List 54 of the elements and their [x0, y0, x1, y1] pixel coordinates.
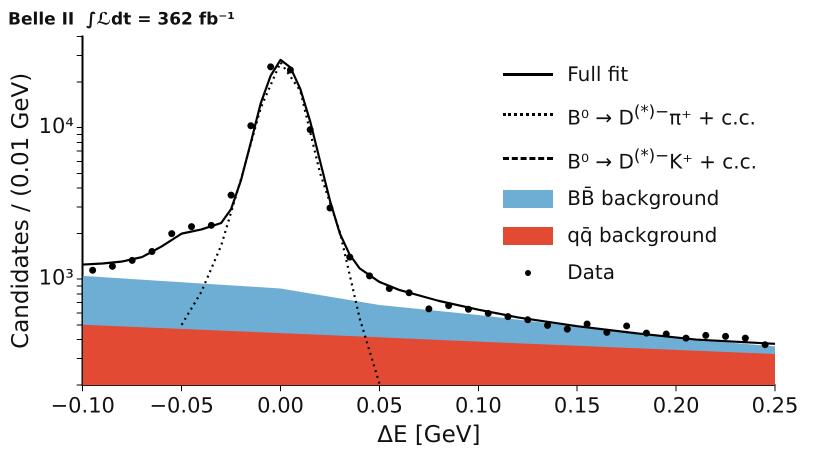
- point: [326, 204, 334, 212]
- point: [128, 256, 136, 264]
- point: [762, 341, 769, 348]
- x-tick-label: 0.00: [257, 393, 304, 418]
- x-tick-label: −0.05: [149, 393, 214, 418]
- point: [464, 306, 472, 313]
- legend-label: qq̄ background: [567, 222, 718, 250]
- point: [702, 332, 710, 339]
- legend-label: Data: [567, 259, 615, 286]
- x-axis-title: ΔE [GeV]: [377, 422, 480, 448]
- point: [188, 223, 196, 230]
- point: [623, 322, 630, 330]
- point: [544, 322, 552, 329]
- point: [742, 334, 749, 342]
- y-axis-title: Candidates / (0.01 GeV): [8, 72, 34, 349]
- point: [228, 192, 235, 199]
- point: [425, 305, 432, 312]
- point: [662, 330, 670, 338]
- legend-label: Full fit: [567, 61, 628, 88]
- point: [682, 334, 690, 342]
- point: [722, 332, 730, 340]
- point: [386, 284, 393, 292]
- point: [267, 63, 274, 70]
- point: [208, 222, 215, 229]
- x-tick-label: 0.20: [652, 393, 700, 418]
- legend-label: B⁰ → D$^{(*)−}$K⁺ + c.c.: [567, 144, 757, 176]
- point: [445, 302, 452, 310]
- point: [406, 289, 413, 296]
- y-tick-label: 10³: [38, 266, 74, 290]
- point: [603, 328, 610, 336]
- x-tick-label: 0.15: [554, 393, 601, 418]
- y-tick-label: 10⁴: [38, 114, 74, 138]
- point: [168, 230, 176, 238]
- point: [564, 326, 571, 333]
- point: [584, 320, 591, 328]
- x-tick-label: 0.25: [752, 393, 798, 418]
- point: [286, 66, 294, 74]
- legend-label: B⁰ → D$^{(*)−}$π⁺ + c.c.: [567, 101, 756, 132]
- point: [306, 126, 314, 134]
- x-tick-label: 0.05: [356, 393, 403, 418]
- legend-label: BB̄ background: [567, 185, 720, 212]
- point: [524, 316, 532, 324]
- point: [148, 248, 156, 256]
- x-tick-label: 0.10: [454, 393, 502, 418]
- x-tick-label: −0.10: [50, 393, 115, 418]
- point: [484, 310, 492, 317]
- point: [108, 262, 116, 270]
- point: [504, 313, 512, 320]
- chart-title: Belle II ∫ℒdt = 362 fb⁻¹: [8, 10, 235, 30]
- point: [247, 122, 254, 130]
- point: [366, 272, 374, 280]
- point: [346, 254, 354, 261]
- point: [89, 266, 96, 274]
- point: [642, 330, 650, 337]
